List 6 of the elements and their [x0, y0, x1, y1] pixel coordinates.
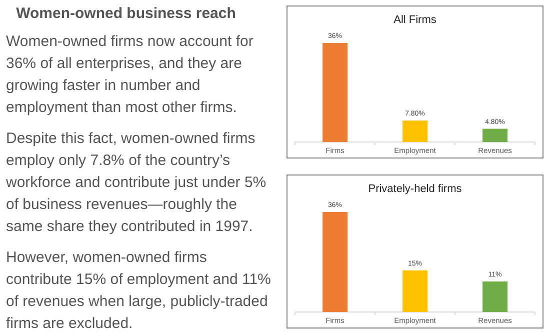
chart-title: All Firms	[394, 14, 437, 26]
text: Women-owned firms now account for 36% of all enterprises, and they are growing faster in number and employment than most other firms.	[6, 33, 254, 116]
chart-title: Privately-held firms	[368, 183, 462, 195]
text: Despite this fact, women-owned firms employ only 7.8% of the country’s workforce and contribute just under 5% of business revenues—roughly the same share they contributed in 1997.	[5, 130, 266, 235]
text: Women-owned business reach	[16, 5, 236, 22]
text: However, women-owned firms contribute 15% of employment and 11% of revenues when large, publicly-traded firms are excluded.	[6, 249, 271, 332]
